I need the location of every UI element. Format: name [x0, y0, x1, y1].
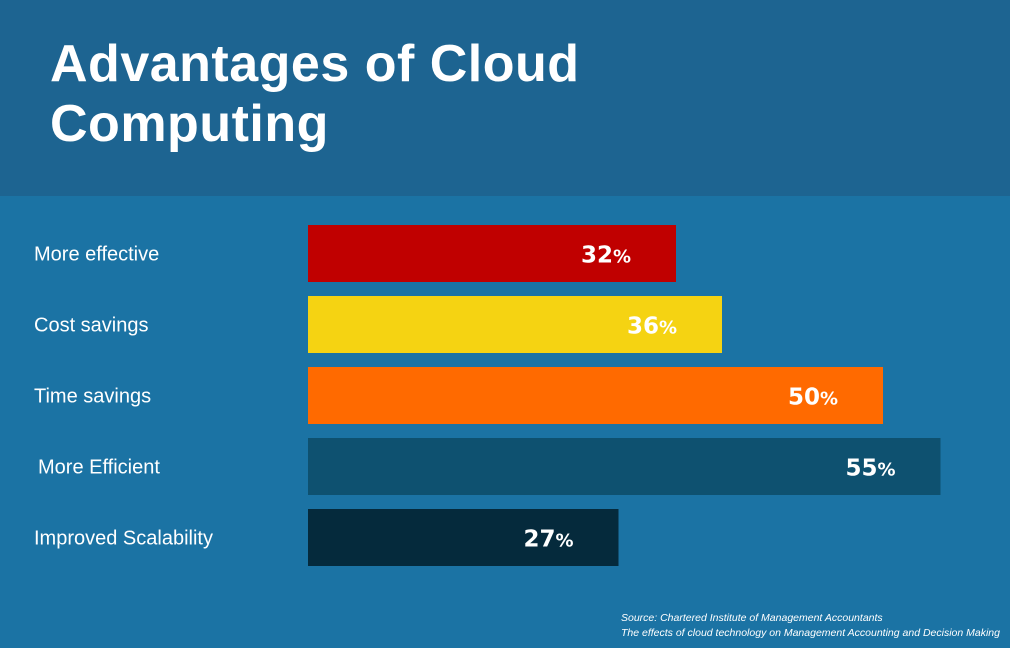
category-label: Time savings: [34, 386, 151, 408]
source-note: Source: Chartered Institute of Managemen…: [621, 611, 1000, 641]
value-label: 50%: [788, 385, 838, 411]
category-label: More Efficient: [38, 457, 160, 479]
header-band: [0, 0, 1010, 196]
category-label: Cost savings: [34, 315, 149, 337]
value-label: 36%: [627, 314, 677, 340]
page-title: Advantages of Cloud Computing: [50, 35, 580, 153]
category-label: Improved Scalability: [34, 528, 213, 550]
value-label: 55%: [845, 456, 895, 482]
bar: [308, 367, 883, 424]
bar: [308, 225, 676, 282]
source-line-1: Source: Chartered Institute of Managemen…: [620, 612, 883, 624]
category-label: More effective: [34, 244, 159, 266]
bar: [308, 438, 941, 495]
bar: [308, 296, 722, 353]
source-line-2: The effects of cloud technology on Manag…: [620, 627, 1000, 639]
value-label: 27%: [523, 527, 573, 553]
value-label: 32%: [581, 243, 631, 269]
bar: [308, 509, 619, 566]
